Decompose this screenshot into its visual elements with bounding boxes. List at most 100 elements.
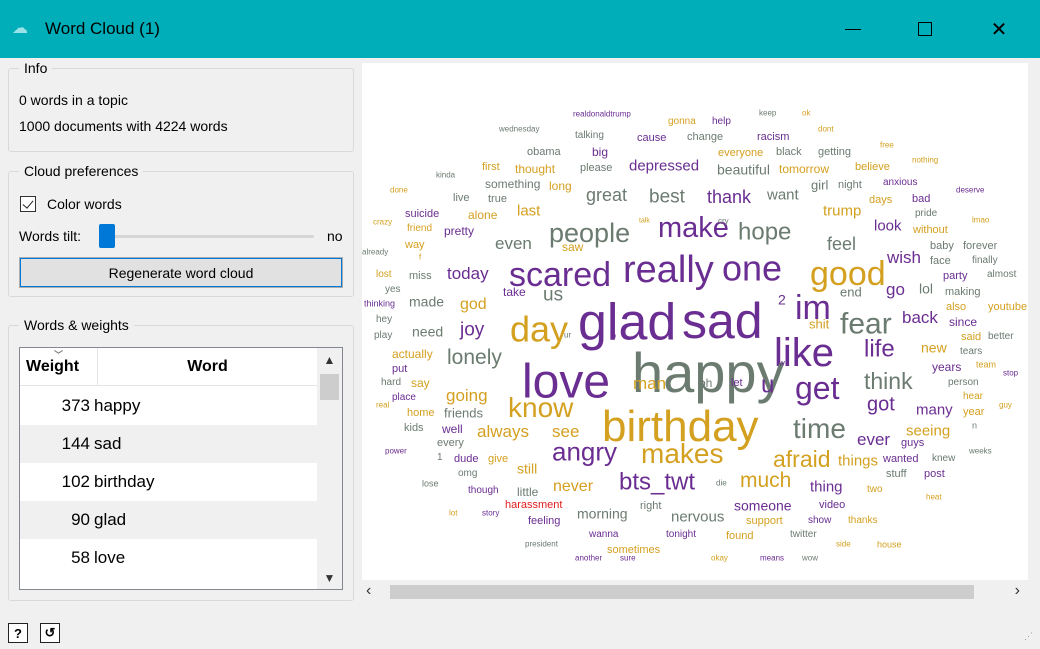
cloud-word-like[interactable]: like — [774, 331, 834, 375]
cloud-word-big[interactable]: big — [592, 145, 608, 159]
cloud-word-twitter[interactable]: twitter — [790, 529, 817, 540]
help-button[interactable]: ? — [8, 623, 28, 643]
cloud-word-weeks[interactable]: weeks — [968, 447, 992, 456]
cloud-word-stop[interactable]: stop — [1003, 369, 1019, 378]
cloud-word-life[interactable]: life — [864, 336, 895, 363]
cloud-word-president[interactable]: president — [525, 540, 559, 549]
cloud-word-girl[interactable]: girl — [811, 178, 828, 193]
minimize-button[interactable] — [830, 10, 876, 48]
cloud-word-new[interactable]: new — [921, 339, 948, 355]
cloud-word-never[interactable]: never — [553, 478, 594, 495]
scroll-left-arrow-icon[interactable]: ‹ — [366, 582, 372, 599]
cloud-word-depressed[interactable]: depressed — [629, 157, 699, 174]
cloud-word-think[interactable]: think — [864, 368, 913, 394]
cloud-word-much[interactable]: much — [740, 469, 791, 492]
cloud-word-sad[interactable]: sad — [682, 293, 763, 349]
cloud-word-dude[interactable]: dude — [454, 453, 478, 465]
cloud-word-another[interactable]: another — [575, 554, 602, 563]
color-words-label[interactable]: Color words — [47, 196, 122, 212]
cloud-word-need[interactable]: need — [412, 323, 443, 339]
cloud-word-bad[interactable]: bad — [912, 193, 930, 205]
cloud-word-u[interactable]: u — [761, 372, 774, 399]
cloud-word-lost[interactable]: lost — [376, 269, 392, 280]
cloud-word-knew[interactable]: knew — [932, 453, 956, 464]
cloud-word-birthday[interactable]: birthday — [602, 402, 759, 451]
cloud-word-end[interactable]: end — [840, 285, 862, 300]
cloud-word-talking[interactable]: talking — [575, 130, 604, 141]
cloud-word-beautiful[interactable]: beautiful — [717, 161, 770, 177]
cloud-word-obama[interactable]: obama — [527, 146, 562, 158]
table-row[interactable]: 373 happy — [20, 387, 317, 425]
cloud-word-real[interactable]: real — [376, 401, 390, 410]
cloud-word-lot[interactable]: lot — [449, 509, 458, 518]
table-row[interactable]: 58 love — [20, 539, 317, 577]
cloud-word-cry[interactable]: cry — [718, 217, 729, 226]
cloud-word-hear[interactable]: hear — [963, 391, 984, 402]
cloud-word-deserve[interactable]: deserve — [956, 186, 985, 195]
table-scroll-thumb[interactable] — [320, 374, 339, 400]
cloud-word-f[interactable]: f — [419, 253, 422, 262]
cloud-word-made[interactable]: made — [409, 293, 444, 309]
cloud-word-please[interactable]: please — [580, 162, 612, 174]
cloud-word-still[interactable]: still — [517, 460, 537, 476]
cloud-word-gonna[interactable]: gonna — [668, 116, 696, 127]
cloud-word-though[interactable]: though — [468, 485, 499, 496]
cloud-word-true[interactable]: true — [488, 193, 507, 205]
cloud-word-one[interactable]: one — [722, 248, 782, 289]
cloud-word-happy[interactable]: happy — [632, 341, 785, 404]
cloud-word-seeing[interactable]: seeing — [906, 422, 950, 439]
cloud-word-2[interactable]: 2 — [778, 291, 786, 307]
cloud-word-sure[interactable]: sure — [620, 554, 636, 563]
cloud-word-means[interactable]: means — [760, 554, 784, 563]
cloud-word-love[interactable]: love — [522, 355, 610, 408]
cloud-word-help[interactable]: help — [712, 116, 731, 127]
cloud-word-every[interactable]: every — [437, 437, 464, 449]
cloud-word-many[interactable]: many — [916, 401, 953, 418]
cloud-word-face[interactable]: face — [930, 255, 951, 267]
cloud-word-people[interactable]: people — [549, 218, 630, 248]
cloud-word-night[interactable]: night — [838, 179, 862, 191]
color-words-checkbox[interactable] — [20, 196, 36, 212]
word-cloud-canvas[interactable]: realdonaldtrump gonna help keep ok wednesday t… — [362, 63, 1028, 580]
cloud-word-want[interactable]: want — [766, 186, 800, 203]
cloud-word-nothing[interactable]: nothing — [912, 156, 938, 165]
cloud-word-make[interactable]: make — [658, 212, 729, 244]
cloud-word-us[interactable]: us — [543, 285, 563, 306]
cloud-word-god[interactable]: god — [460, 296, 487, 313]
cloud-word-go[interactable]: go — [886, 280, 905, 299]
cloud-word-feeling[interactable]: feeling — [528, 515, 560, 527]
cloud-word-thing[interactable]: thing — [810, 478, 843, 495]
cloud-word-place[interactable]: place — [392, 392, 416, 403]
cloud-word-dont[interactable]: dont — [818, 125, 834, 134]
cloud-word-youtube[interactable]: youtube — [988, 301, 1027, 313]
cloud-word-something[interactable]: something — [485, 177, 540, 191]
cloud-word-take[interactable]: take — [503, 285, 526, 299]
cloud-word-put[interactable]: put — [392, 363, 407, 375]
cloud-word-hey[interactable]: hey — [376, 314, 392, 325]
cloud-word-free[interactable]: free — [880, 141, 894, 150]
cloud-word-everyone[interactable]: everyone — [718, 147, 763, 159]
cloud-word-get[interactable]: get — [795, 370, 840, 406]
cloud-word-last[interactable]: last — [517, 202, 541, 219]
cloud-word-wish[interactable]: wish — [886, 248, 921, 267]
cloud-word-good[interactable]: good — [810, 255, 886, 293]
cloud-word-keep[interactable]: keep — [759, 109, 777, 118]
cloud-word-im[interactable]: im — [795, 289, 831, 327]
cloud-word-found[interactable]: found — [726, 530, 754, 542]
cloud-word-said[interactable]: said — [961, 331, 981, 343]
cloud-word-harassment[interactable]: harassment — [505, 499, 562, 511]
scroll-up-arrow-icon[interactable]: ▲ — [323, 353, 336, 367]
cloud-word-long[interactable]: long — [549, 179, 572, 193]
cloud-word-home[interactable]: home — [407, 407, 435, 419]
cloud-word-heat[interactable]: heat — [926, 493, 942, 502]
close-button[interactable]: ✕ — [976, 10, 1022, 48]
cloud-word-angry[interactable]: angry — [552, 436, 617, 466]
cloud-word-year[interactable]: year — [963, 406, 985, 418]
cloud-word-miss[interactable]: miss — [409, 270, 432, 282]
cloud-word-party[interactable]: party — [943, 270, 968, 282]
cloud-word-okay[interactable]: okay — [711, 554, 728, 563]
cloud-word-omg[interactable]: omg — [458, 468, 477, 479]
cloud-word-wednesday[interactable]: wednesday — [498, 125, 539, 134]
cloud-word-lol[interactable]: lol — [919, 280, 933, 296]
cloud-word-finally[interactable]: finally — [972, 255, 998, 266]
